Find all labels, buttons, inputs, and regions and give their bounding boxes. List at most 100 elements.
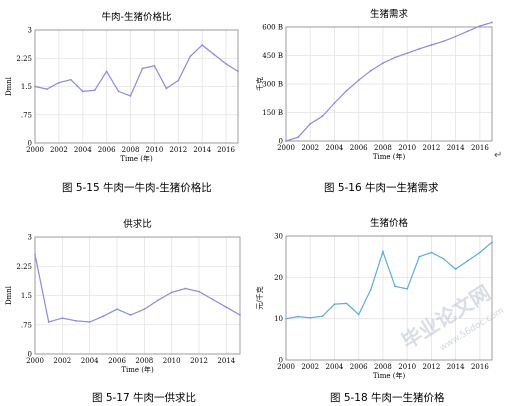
data-point (309, 123, 312, 125)
data-point (394, 56, 396, 59)
chart-title: 生猪需求 (370, 8, 409, 20)
x-tick-label: 2014 (217, 357, 235, 365)
data-point (47, 321, 50, 323)
data-point (129, 95, 132, 97)
data-point (184, 287, 187, 290)
x-tick-label: 2010 (398, 144, 416, 152)
data-point (141, 67, 144, 70)
data-point (57, 81, 60, 84)
return-mark: ↵ (494, 150, 503, 161)
data-point (34, 85, 36, 88)
data-point (430, 251, 433, 254)
figure-caption: 图 5-18 牛肉一生猪价格 (330, 392, 445, 404)
y-axis-label: 元/千克 (255, 286, 264, 309)
data-point (430, 44, 433, 46)
x-tick-label: 2006 (98, 146, 116, 154)
data-point (333, 303, 336, 306)
chart-title: 生猪价格 (370, 217, 409, 229)
x-tick-label: 2010 (398, 363, 416, 371)
series-line (285, 241, 493, 320)
data-point (491, 21, 493, 24)
y-tick-label: 30 (274, 233, 283, 241)
x-tick-label: 2004 (74, 146, 92, 154)
data-point (105, 70, 108, 73)
data-point (198, 290, 200, 293)
data-point (88, 321, 91, 323)
x-tick-label: 2006 (108, 357, 126, 365)
data-point (442, 40, 445, 43)
x-tick-label: 2010 (145, 146, 163, 154)
data-point (102, 315, 105, 318)
y-tick-label: 1.5 (21, 292, 32, 300)
data-point (394, 285, 396, 288)
data-point (454, 268, 457, 270)
data-point (143, 308, 146, 311)
data-point (357, 313, 360, 316)
figure-caption: 图 5-16 牛肉一生猪需求 (324, 182, 439, 194)
data-point (285, 317, 287, 320)
y-tick-label: 0 (28, 351, 32, 359)
data-point (321, 315, 324, 318)
y-tick-label: 10 (274, 315, 283, 323)
data-point (406, 288, 409, 290)
x-tick-label: 2012 (169, 146, 187, 154)
data-point (285, 140, 287, 142)
data-point (345, 89, 348, 92)
plot-frame (285, 26, 493, 142)
y-tick-label: 450 B (262, 52, 283, 60)
data-point (478, 25, 481, 27)
y-axis-label: Dmnl (5, 76, 13, 96)
y-tick-label: .75 (21, 321, 32, 329)
chart-panel-pork-demand: 2000 2002 2004 2006 2008 2010 2012 2014 2016 0 150… (254, 0, 508, 200)
y-tick-label: 0 (28, 140, 32, 148)
chart-svg: 2000 2002 2004 2006 2008 2010 2012 2014 0 .75 1.5 2… (5, 218, 241, 374)
data-point (157, 299, 159, 302)
data-point (189, 55, 192, 58)
x-tick-label: 2000 (277, 363, 295, 371)
x-axis-label: Time (年) (373, 371, 406, 380)
data-point (153, 64, 156, 67)
data-point (321, 115, 324, 118)
data-point (225, 63, 227, 65)
x-tick-label: 2004 (326, 363, 344, 371)
data-point (333, 102, 336, 104)
y-tick-label: 600 B (262, 24, 283, 32)
y-axis-label: Dmnl (5, 285, 13, 305)
y-tick-label: 0 (279, 138, 283, 146)
data-point (478, 251, 481, 254)
x-tick-label: 2004 (81, 357, 99, 365)
chart-svg: 2000 2002 2004 2006 2008 2010 2012 2014 2016 0 10 2… (255, 217, 493, 380)
data-point (129, 314, 132, 316)
data-point (297, 136, 300, 139)
y-tick-label: 2.25 (16, 55, 32, 63)
data-point (177, 79, 180, 82)
data-point (46, 88, 48, 91)
x-tick-label: 2012 (422, 144, 440, 152)
figure-caption: 图 5-15 牛肉一牛肉-生猪价格比 (62, 182, 212, 194)
data-point (382, 250, 384, 253)
x-tick-label: 2012 (422, 363, 440, 371)
data-point (61, 317, 64, 320)
x-tick-label: 2010 (163, 357, 181, 365)
plot-frame (34, 236, 241, 355)
y-tick-label: 2.25 (16, 263, 32, 271)
data-point (201, 44, 204, 46)
x-tick-label: 2000 (277, 144, 295, 152)
x-tick-label: 2016 (217, 146, 235, 154)
x-tick-label: 2000 (26, 146, 44, 154)
x-tick-label: 2006 (350, 363, 368, 371)
chart-title: 牛肉-生猪价格比 (102, 11, 172, 23)
data-point (369, 288, 372, 291)
x-axis-label: Time (年) (120, 154, 153, 163)
y-tick-label: 20 (274, 274, 283, 282)
data-point (237, 70, 239, 73)
data-point (75, 319, 77, 322)
data-point (116, 308, 118, 311)
data-point (382, 62, 384, 64)
y-tick-label: 1.5 (21, 83, 32, 91)
data-point (170, 291, 173, 294)
x-tick-label: 2016 (471, 363, 489, 371)
x-tick-label: 2002 (53, 357, 71, 365)
data-point (418, 47, 421, 50)
x-tick-label: 2002 (301, 144, 319, 152)
